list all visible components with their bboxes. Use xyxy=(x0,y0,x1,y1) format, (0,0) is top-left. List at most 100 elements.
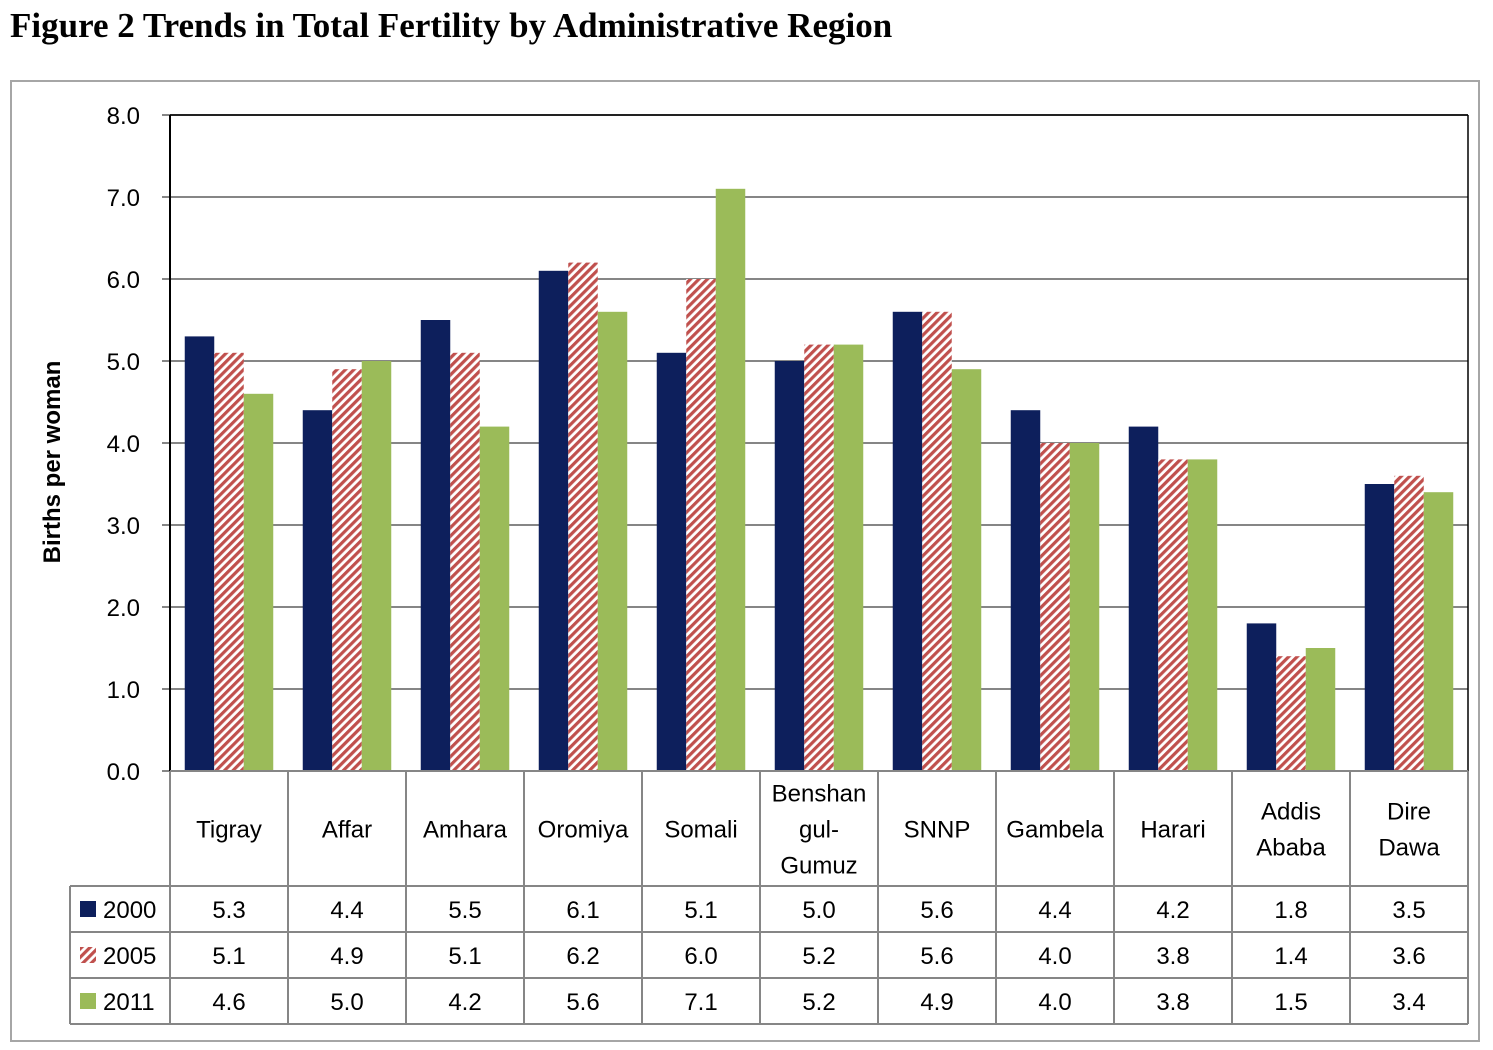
category-label-tigray: Tigray xyxy=(196,817,262,844)
bar-affar-2000 xyxy=(302,410,333,771)
bar-benshan-gul-gumuz-2005 xyxy=(804,344,834,771)
data-label-2000-snnp: 5.6 xyxy=(920,897,953,924)
bar-gambela-2000 xyxy=(1010,410,1041,771)
bar-dire-dawa-2000 xyxy=(1364,484,1395,771)
data-label-2005-harari: 3.8 xyxy=(1156,943,1189,970)
y-tick-label-2: 2.0 xyxy=(107,595,140,622)
data-label-2005-somali: 6.0 xyxy=(684,943,717,970)
data-label-2005-tigray: 5.1 xyxy=(212,943,245,970)
bars xyxy=(184,188,1454,772)
category-label-benshan-gul-gumuz-line-1: gul- xyxy=(799,817,839,844)
data-label-2000-harari: 4.2 xyxy=(1156,897,1189,924)
axes: 0.0 1.0 2.0 3.0 4.0 5.0 6.0 7.0 8.0 xyxy=(107,103,1469,786)
y-tick-label-4: 4.0 xyxy=(107,431,140,458)
bar-benshan-gul-gumuz-2000 xyxy=(774,361,805,771)
data-label-2011-somali: 7.1 xyxy=(684,989,717,1016)
bar-tigray-2000 xyxy=(184,336,215,771)
bar-somali-2011 xyxy=(715,188,746,772)
figure-title: Figure 2 Trends in Total Fertility by Ad… xyxy=(10,6,893,45)
category-label-addis-ababa-line-0: Addis xyxy=(1261,799,1321,826)
category-label-somali: Somali xyxy=(664,817,737,844)
data-label-2011-snnp: 4.9 xyxy=(920,989,953,1016)
bar-tigray-2005 xyxy=(214,352,244,771)
data-label-2000-gambela: 4.4 xyxy=(1038,897,1071,924)
data-label-2005-gambela: 4.0 xyxy=(1038,943,1071,970)
bar-affar-2005 xyxy=(332,369,362,771)
category-label-benshan-gul-gumuz-line-2: Gumuz xyxy=(780,853,857,880)
bar-addis-ababa-2000 xyxy=(1246,623,1277,771)
legend-label-2000: 2000 xyxy=(103,897,156,924)
legend-label-2011: 2011 xyxy=(103,989,155,1016)
data-label-2011-tigray: 4.6 xyxy=(212,989,245,1016)
data-label-2000-benshan-gul-gumuz: 5.0 xyxy=(802,897,835,924)
data-table: Tigray Affar Amhara Oromiya Somali Benshan gul… xyxy=(69,771,1469,1025)
y-tick-label-3: 3.0 xyxy=(107,513,140,540)
bar-dire-dawa-2011 xyxy=(1423,492,1454,771)
data-label-2011-dire-dawa: 3.4 xyxy=(1392,989,1425,1016)
bar-oromiya-2000 xyxy=(538,270,569,771)
data-label-2005-affar: 4.9 xyxy=(330,943,363,970)
bar-benshan-gul-gumuz-2011 xyxy=(833,344,864,771)
data-label-2000-oromiya: 6.1 xyxy=(566,897,599,924)
data-label-2011-benshan-gul-gumuz: 5.2 xyxy=(802,989,835,1016)
bar-oromiya-2011 xyxy=(597,311,628,771)
data-label-2005-amhara: 5.1 xyxy=(448,943,481,970)
bar-harari-2005 xyxy=(1158,459,1188,771)
category-label-addis-ababa-line-1: Ababa xyxy=(1256,835,1326,862)
data-label-2005-snnp: 5.6 xyxy=(920,943,953,970)
category-label-dire-dawa-line-1: Dawa xyxy=(1378,835,1440,862)
bar-amhara-2011 xyxy=(479,426,510,771)
data-label-2011-affar: 5.0 xyxy=(330,989,363,1016)
bar-somali-2000 xyxy=(656,352,687,771)
data-label-2000-affar: 4.4 xyxy=(330,897,363,924)
legend-swatch-2011 xyxy=(80,993,96,1009)
chart-frame xyxy=(10,80,1480,1042)
data-label-2005-addis-ababa: 1.4 xyxy=(1274,943,1307,970)
category-label-oromiya: Oromiya xyxy=(538,817,629,844)
category-label-benshan-gul-gumuz-line-0: Benshan xyxy=(772,781,867,808)
data-label-2005-benshan-gul-gumuz: 5.2 xyxy=(802,943,835,970)
legend-swatch-2005 xyxy=(80,947,96,963)
y-tick-label-0: 0.0 xyxy=(107,759,140,786)
bar-amhara-2005 xyxy=(450,352,480,771)
category-label-amhara: Amhara xyxy=(423,817,508,844)
bar-snnp-2005 xyxy=(922,311,952,771)
bar-gambela-2011 xyxy=(1069,443,1100,771)
data-label-2000-dire-dawa: 3.5 xyxy=(1392,897,1425,924)
category-label-snnp: SNNP xyxy=(904,817,971,844)
category-label-harari: Harari xyxy=(1140,817,1205,844)
data-label-2000-tigray: 5.3 xyxy=(212,897,245,924)
bar-addis-ababa-2011 xyxy=(1305,648,1336,771)
y-tick-label-8: 8.0 xyxy=(107,103,140,130)
bar-amhara-2000 xyxy=(420,320,451,771)
data-label-2011-amhara: 4.2 xyxy=(448,989,481,1016)
y-tick-label-6: 6.0 xyxy=(107,267,140,294)
y-tick-label-1: 1.0 xyxy=(107,677,140,704)
category-label-affar: Affar xyxy=(322,817,372,844)
data-label-2000-addis-ababa: 1.8 xyxy=(1274,897,1307,924)
data-label-2000-amhara: 5.5 xyxy=(448,897,481,924)
data-label-2011-addis-ababa: 1.5 xyxy=(1274,989,1307,1016)
legend-label-2005: 2005 xyxy=(103,943,156,970)
data-label-2011-oromiya: 5.6 xyxy=(566,989,599,1016)
y-axis-label: Births per woman xyxy=(39,361,66,564)
bar-oromiya-2005 xyxy=(568,262,598,771)
bar-tigray-2011 xyxy=(243,393,274,771)
data-label-2000-somali: 5.1 xyxy=(684,897,717,924)
bar-dire-dawa-2005 xyxy=(1394,475,1424,771)
y-tick-label-7: 7.0 xyxy=(107,185,140,212)
data-label-2011-gambela: 4.0 xyxy=(1038,989,1071,1016)
bar-harari-2011 xyxy=(1187,459,1218,771)
bar-addis-ababa-2005 xyxy=(1276,656,1306,771)
category-label-dire-dawa-line-0: Dire xyxy=(1387,799,1431,826)
data-label-2005-dire-dawa: 3.6 xyxy=(1392,943,1425,970)
legend-swatch-2000 xyxy=(80,901,96,917)
bar-snnp-2011 xyxy=(951,369,982,771)
bar-harari-2000 xyxy=(1128,426,1159,771)
y-tick-label-5: 5.0 xyxy=(107,349,140,376)
bar-affar-2011 xyxy=(361,361,392,771)
category-label-gambela: Gambela xyxy=(1006,817,1104,844)
bar-somali-2005 xyxy=(686,279,716,771)
bar-snnp-2000 xyxy=(892,311,923,771)
